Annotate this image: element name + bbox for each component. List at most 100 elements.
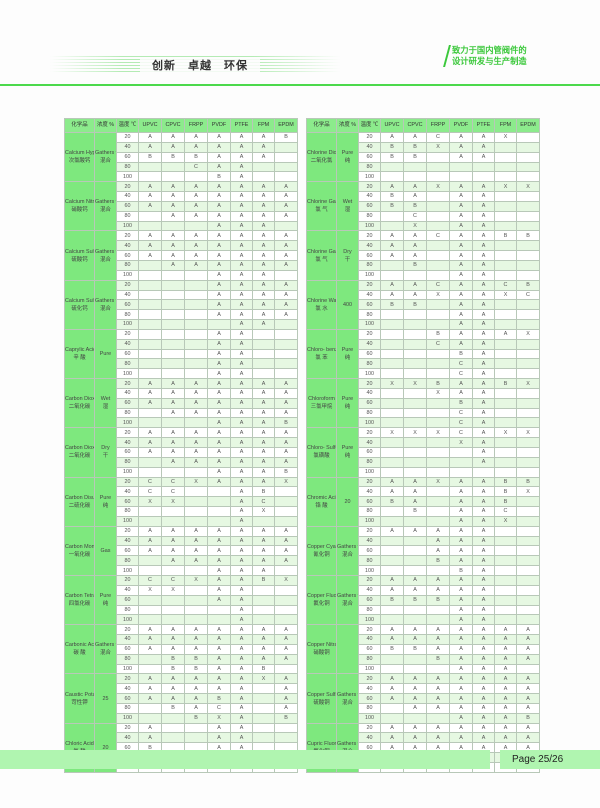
table-row: 40 A A A A A A A [65, 191, 298, 202]
rating-cell: A [494, 663, 517, 675]
rating-cell: A [274, 634, 298, 645]
temperature-cell: 20 [358, 328, 381, 340]
temperature-cell: 100 [116, 565, 139, 576]
rating-cell: A [230, 141, 253, 153]
rating-cell [426, 171, 450, 183]
rating-cell: A [138, 427, 162, 439]
concentration: Gathers full [337, 543, 358, 550]
temperature-cell: 100 [358, 614, 381, 626]
rating-cell: A [274, 545, 298, 557]
rating-cell: A [403, 289, 427, 301]
rating-cell [161, 594, 185, 606]
chemical-name-cell: Carbon Monoxide一氧化碳 [64, 525, 95, 576]
rating-cell: A [472, 515, 495, 527]
rating-cell: A [274, 181, 298, 193]
rating-cell [380, 210, 404, 222]
table-row: 80 A A A A A A [65, 210, 298, 222]
rating-cell: A [184, 407, 208, 419]
chemical-name-cell: Caustic Potash苛性钾 [64, 673, 95, 724]
rating-cell [161, 722, 185, 734]
rating-cell: A [403, 486, 427, 498]
rating-cell: B [380, 299, 404, 311]
rating-cell: A [449, 378, 473, 389]
temperature-cell: 20 [358, 427, 381, 439]
rating-cell: A [252, 240, 275, 252]
rating-cell: B [274, 417, 298, 429]
concentration: Pure [341, 346, 354, 353]
rating-cell [426, 269, 450, 281]
rating-cell [516, 663, 540, 675]
rating-cell: A [161, 427, 185, 439]
rating-cell [252, 328, 275, 340]
temperature-cell: 20 [358, 279, 381, 291]
rating-cell: A [472, 387, 495, 399]
rating-cell: A [426, 545, 450, 557]
rating-cell [516, 604, 540, 616]
rating-cell [161, 309, 185, 321]
rating-cell: A [472, 250, 495, 261]
rating-cell: A [230, 309, 253, 321]
rating-cell [184, 604, 208, 616]
rating-cell: A [449, 683, 473, 695]
concentration-cell: 25 [94, 673, 117, 724]
rating-cell: A [274, 673, 298, 685]
rating-cell [138, 358, 162, 370]
chemical-name-cn: 三氯甲烷 [310, 404, 333, 411]
header-slogan: 致力于国内管阀件的 设计研发与生产制造 [452, 45, 527, 67]
chemical-name-cn: 氯 苯 [315, 354, 328, 361]
chemical-name: Caprylic Acid [65, 346, 95, 353]
rating-cell: A [494, 712, 517, 724]
rating-cell: A [138, 535, 162, 547]
rating-cell: A [161, 535, 185, 547]
rating-cell [426, 200, 450, 212]
rating-cell: A [252, 319, 275, 330]
chemical-name: Carbonic Acid [65, 642, 95, 649]
rating-cell: A [230, 447, 253, 458]
rating-cell [380, 515, 404, 527]
table-row: 80 A A A A A A [65, 456, 298, 468]
rating-cell: B [161, 151, 185, 163]
rating-cell [426, 437, 450, 448]
rating-cell: A [472, 427, 495, 439]
chemical-name: Chloroform [308, 396, 335, 403]
rating-cell: A [161, 378, 185, 389]
rating-cell [252, 161, 275, 173]
temperature-cell: 40 [358, 338, 381, 350]
temperature-cell: 20 [358, 673, 381, 685]
chemical-name-cn: 一氧化碳 [68, 551, 91, 558]
rating-cell: A [230, 368, 253, 380]
rating-cell: A [449, 191, 473, 202]
rating-cell: A [449, 259, 473, 271]
rating-cell: A [230, 574, 253, 586]
temperature-cell: 80 [358, 702, 381, 714]
rating-cell: A [449, 151, 473, 163]
rating-cell: A [472, 279, 495, 291]
table-row: Chloro- Sulfonic Acid氯磺酸Pure纯20XXXCAXX [306, 427, 540, 478]
chemical-name-cn: 次氯酸钙 [68, 158, 91, 165]
rating-cell: A [252, 151, 275, 163]
rating-cell: X [494, 427, 517, 439]
rating-cell: A [274, 555, 298, 567]
rating-cell: A [138, 673, 162, 685]
rating-cell: A [494, 634, 517, 645]
rating-cell: X [161, 584, 185, 596]
rating-cell: A [449, 702, 473, 714]
temperature-cell: 80 [358, 604, 381, 616]
temperature-cell: 80 [116, 309, 139, 321]
rating-cell: A [161, 181, 185, 193]
rating-cell [274, 722, 298, 734]
rating-cell [184, 722, 208, 734]
rating-cell [494, 525, 517, 537]
rating-cell [516, 437, 540, 448]
rating-cell [403, 653, 427, 665]
rating-cell: X [403, 220, 427, 232]
chemical-name-cn: 二氧化氯 [310, 158, 333, 165]
concentration-cell: 20 [336, 476, 359, 527]
rating-cell: A [184, 427, 208, 439]
rating-cell [138, 171, 162, 183]
chemical-name-cell: Chlorine Gas 氯 气 [306, 181, 337, 232]
rating-cell [403, 407, 427, 419]
temperature-cell: 20 [358, 574, 381, 586]
chemical-name: Caustic Potash [65, 691, 94, 698]
rating-cell: B [494, 378, 517, 389]
